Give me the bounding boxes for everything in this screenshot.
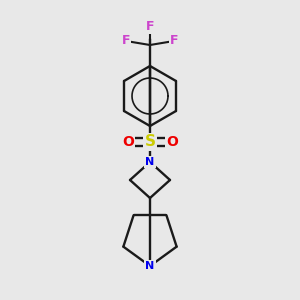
Text: F: F [122,34,130,47]
Text: N: N [146,157,154,167]
Text: N: N [146,261,154,271]
Text: O: O [166,135,178,149]
Text: O: O [122,135,134,149]
Text: S: S [145,134,155,149]
Text: F: F [170,34,178,47]
Text: F: F [146,20,154,34]
